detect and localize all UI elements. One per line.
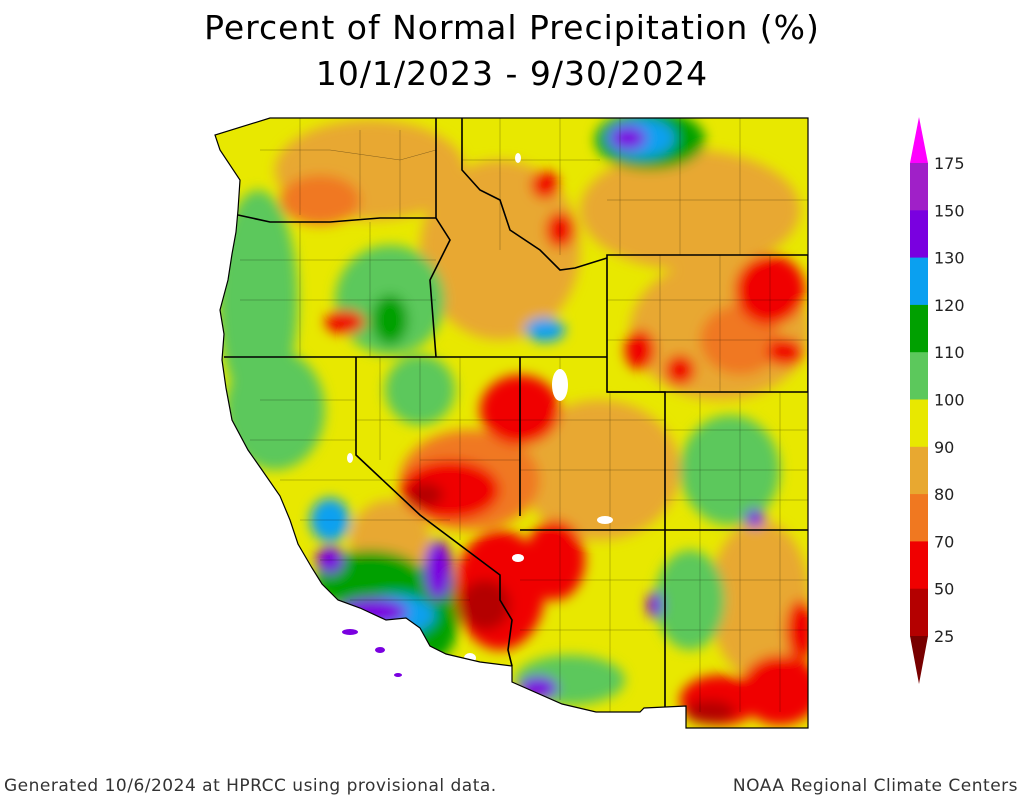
precip-field bbox=[215, 118, 808, 728]
legend-swatch bbox=[910, 210, 928, 259]
legend-tick-label: 100 bbox=[934, 391, 965, 410]
lakes bbox=[347, 153, 613, 663]
legend-tick-label: 120 bbox=[934, 296, 965, 315]
legend-tick-label: 50 bbox=[934, 580, 954, 599]
legend-arrow-bottom bbox=[910, 636, 928, 684]
legend-swatch bbox=[910, 446, 928, 495]
lake-mead bbox=[512, 554, 524, 562]
island bbox=[375, 647, 385, 653]
zone-80-90 bbox=[580, 150, 800, 270]
zone-120-130 bbox=[525, 318, 565, 342]
map-date-range: 10/1/2023 - 9/30/2024 bbox=[315, 54, 709, 93]
zone-130-150 bbox=[745, 509, 765, 527]
id-west-border bbox=[429, 118, 451, 358]
ca-nv-border bbox=[355, 357, 513, 667]
county-line bbox=[356, 357, 520, 540]
zone-25-50 bbox=[685, 700, 735, 724]
legend-swatch bbox=[910, 399, 928, 448]
map-title: Percent of Normal Precipitation (%) bbox=[204, 8, 820, 47]
legend-tick-label: 150 bbox=[934, 201, 965, 220]
wa-or-border bbox=[237, 214, 436, 223]
island bbox=[394, 673, 402, 677]
legend-swatch bbox=[910, 541, 928, 590]
county-lines bbox=[240, 118, 808, 712]
legend-swatch bbox=[910, 304, 928, 353]
zone-50-70 bbox=[767, 338, 803, 366]
county-line bbox=[665, 392, 808, 530]
county-line bbox=[520, 357, 665, 530]
legend-tick-label: 175 bbox=[934, 154, 965, 173]
lake-powell bbox=[597, 516, 613, 524]
county-line bbox=[250, 399, 470, 601]
source-credit: NOAA Regional Climate Centers bbox=[732, 776, 1018, 796]
wy-box bbox=[606, 254, 808, 393]
lake-tahoe bbox=[347, 453, 353, 463]
legend-tick-label: 130 bbox=[934, 249, 965, 268]
county-line bbox=[462, 118, 741, 255]
zone-130-150 bbox=[610, 126, 646, 150]
county-line bbox=[299, 118, 401, 218]
zone-130-150 bbox=[424, 540, 452, 600]
legend-tick-label: 90 bbox=[934, 438, 954, 457]
county-line bbox=[607, 199, 808, 392]
state-boundaries bbox=[224, 118, 808, 712]
legend-swatch bbox=[910, 163, 928, 211]
zone-110-120 bbox=[372, 295, 408, 345]
id-mt-border bbox=[461, 118, 608, 271]
legend-swatch bbox=[910, 352, 928, 400]
legend-swatch bbox=[910, 588, 928, 637]
map-outline bbox=[214, 117, 809, 729]
county-line bbox=[665, 530, 808, 712]
generated-note: Generated 10/6/2024 at HPRCC using provi… bbox=[4, 776, 497, 796]
legend-tick-label: 80 bbox=[934, 485, 954, 504]
island bbox=[342, 629, 358, 635]
legend-swatch bbox=[910, 494, 928, 542]
great-salt-lake bbox=[552, 369, 568, 401]
zone-50-70 bbox=[325, 310, 365, 334]
zone-25-50 bbox=[407, 483, 443, 507]
zone-25-50 bbox=[460, 580, 510, 630]
zone-50-70 bbox=[531, 171, 559, 199]
county-line bbox=[520, 530, 665, 712]
channel-islands bbox=[342, 629, 402, 677]
flathead-lake bbox=[515, 153, 521, 163]
legend-swatch bbox=[910, 257, 928, 306]
legend-tick-label: 70 bbox=[934, 532, 954, 551]
legend-arrow-top bbox=[910, 117, 928, 163]
legend-tick-label: 110 bbox=[934, 343, 965, 362]
zone-50-70 bbox=[665, 355, 695, 385]
zone-100-110 bbox=[655, 550, 725, 650]
zone-130-150 bbox=[647, 591, 663, 619]
zone-80-90 bbox=[710, 520, 808, 680]
county-line bbox=[240, 222, 436, 357]
county-line bbox=[260, 149, 437, 161]
legend-tick-label: 25 bbox=[934, 627, 954, 646]
ut-co-border bbox=[607, 391, 666, 530]
